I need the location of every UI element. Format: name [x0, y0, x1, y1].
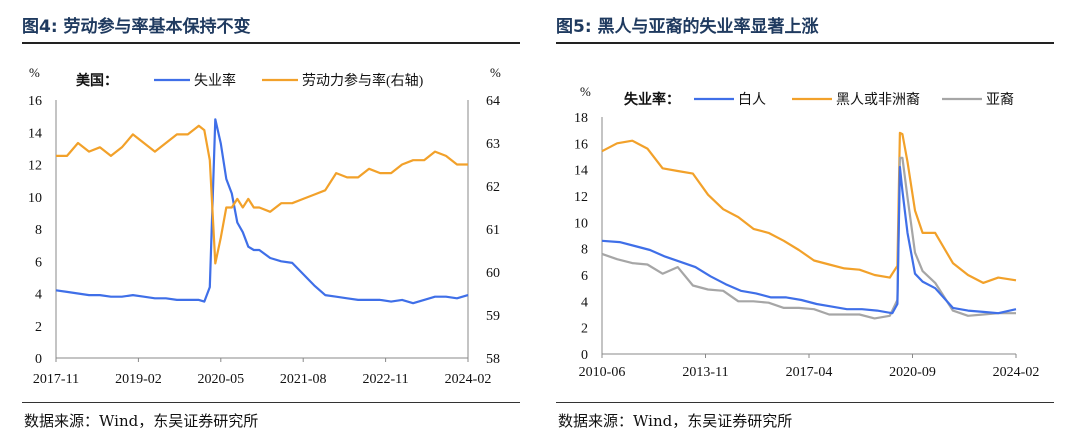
x-tick-label: 2020-05: [197, 372, 244, 387]
y-tick-label: 14: [574, 164, 588, 179]
y-tick-label-left: 2: [35, 320, 42, 335]
y-tick-label-left: 16: [28, 94, 42, 109]
panel-left: 图4: 劳动参与率基本保持不变 %% 0 2 4 6 8 10 12 14 16 58 59 60 61 6…: [22, 0, 522, 447]
legend-label-black: 黑人或非洲裔: [836, 91, 920, 108]
panel-title: 图5: 黑人与亚裔的失业率显著上涨: [556, 17, 819, 37]
series-line-unemployment: [55, 118, 469, 305]
y-tick-label-left: 10: [28, 191, 42, 206]
legend-label-participation: 劳动力参与率(右轴): [302, 72, 424, 89]
y-tick-label-left: 0: [35, 352, 42, 367]
y-tick-label: 12: [574, 190, 588, 205]
y-tick-label: 2: [581, 322, 588, 337]
legend-label-asian: 亚裔: [986, 91, 1014, 108]
y-tick-label: 4: [581, 295, 588, 310]
x-tick-label: 2013-11: [682, 365, 728, 380]
x-tick-label: 2017-04: [786, 365, 833, 380]
x-tick-label: 2024-02: [445, 372, 492, 387]
x-tick-label: 2020-09: [889, 365, 936, 380]
y-tick-label-right: 58: [486, 352, 500, 367]
y-axis-right-unit: %: [490, 65, 501, 80]
x-tick-label: 2021-08: [280, 372, 327, 387]
y-axis-left-unit: %: [29, 65, 40, 80]
x-tick-label: 2022-11: [363, 372, 409, 387]
y-tick-label-right: 64: [486, 94, 500, 109]
x-tick-label: 2017-11: [33, 372, 79, 387]
labor-participation-chart: % % 0 2 4 6 8 10 12 14 16 58 59 60 61 62 63 64 2017-11 2019…: [28, 65, 501, 387]
legend-title: 美国：: [76, 72, 118, 89]
y-axis-unit: %: [580, 84, 591, 99]
y-tick-label: 10: [574, 216, 588, 231]
y-tick-label-right: 60: [486, 266, 500, 281]
race-unemployment-chart: % 0 2 4 6 8 10 12 14 16 18 2010-06 2013-11 2017-04 202…: [574, 84, 1040, 380]
panel-right: 图5: 黑人与亚裔的失业率显著上涨 % 0 2 4 6 8 10 12 14 16 18 2010-0…: [556, 0, 1056, 447]
series-line-participation: [56, 124, 468, 265]
x-tick-label: 2024-02: [993, 365, 1040, 380]
y-tick-label-right: 61: [486, 223, 500, 238]
y-tick-label-right: 59: [486, 309, 500, 324]
y-tick-label-left: 8: [35, 223, 42, 238]
series-line-black: [601, 131, 1017, 284]
source-rule: [556, 402, 1054, 403]
source-note: 数据来源：Wind，东吴证券研究所: [24, 412, 259, 430]
y-tick-label: 6: [581, 269, 588, 284]
legend-title: 失业率：: [624, 91, 680, 108]
y-tick-label: 8: [581, 243, 588, 258]
y-tick-label-left: 6: [35, 255, 42, 270]
x-tick-label: 2019-02: [115, 372, 162, 387]
y-tick-label-right: 62: [486, 180, 500, 195]
y-tick-label: 16: [574, 137, 588, 152]
x-tick-label: 2010-06: [579, 365, 626, 380]
title-rule: [22, 42, 520, 44]
legend-label-unemployment: 失业率: [194, 72, 236, 89]
title-rule: [556, 42, 1054, 44]
y-tick-label: 18: [574, 111, 588, 126]
source-rule: [22, 402, 520, 403]
y-tick-label-left: 12: [28, 159, 42, 174]
y-tick-label: 0: [581, 348, 588, 363]
source-note: 数据来源：Wind，东吴证券研究所: [558, 412, 793, 430]
series-line-asian: [601, 156, 1016, 320]
y-tick-label-right: 63: [486, 137, 500, 152]
y-tick-label-left: 14: [28, 126, 42, 141]
legend-label-white: 白人: [738, 92, 766, 108]
y-tick-label-left: 4: [35, 288, 42, 303]
series-line-white: [601, 165, 1017, 315]
panel-title: 图4: 劳动参与率基本保持不变: [22, 17, 251, 37]
